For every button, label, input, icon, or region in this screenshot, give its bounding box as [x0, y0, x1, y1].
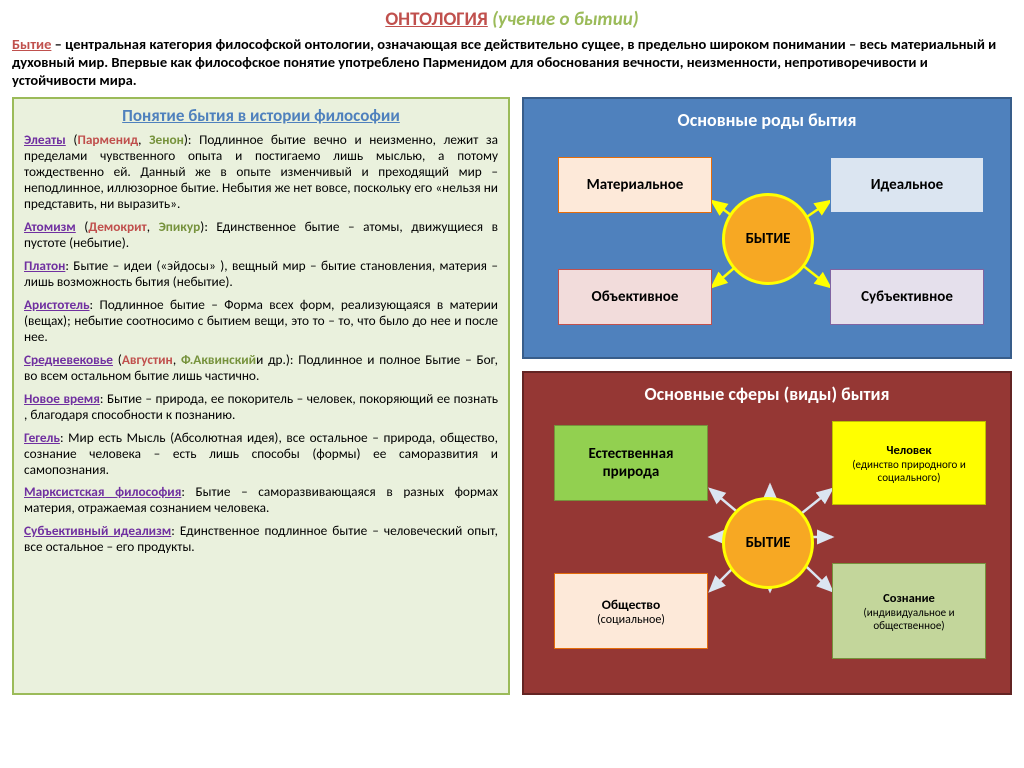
title-sub: (учение о бытии): [492, 8, 639, 31]
history-title: Понятие бытия в истории философии: [24, 105, 498, 126]
title-main: ОНТОЛОГИЯ: [385, 8, 487, 31]
history-entries: Элеаты (Парменид, Зенон): Подлинное быти…: [24, 132, 498, 555]
spheres-panel: Основные сферы (виды) бытия Естественная…: [522, 371, 1012, 695]
main-title: ОНТОЛОГИЯ (учение о бытии): [12, 8, 1012, 31]
intro-text: Бытие – центральная категория философско…: [12, 35, 1012, 89]
diagram-box: Общество(социальное): [554, 573, 708, 649]
history-entry: Атомизм (Демокрит, Эпикур): Единственное…: [24, 219, 498, 251]
right-column: Основные роды бытия Материальное Идеально…: [522, 97, 1012, 695]
diagram-box: Материальное: [558, 157, 712, 213]
spheres-diagram: Естественная природа Человек(единство при…: [534, 413, 1000, 673]
history-entry: Аристотель: Подлинное бытие – Форма всех…: [24, 297, 498, 345]
history-entry: Гегель: Мир есть Мысль (Абсолютная идея)…: [24, 430, 498, 478]
history-entry: Новое время: Бытие – природа, ее покорит…: [24, 391, 498, 423]
diagram-box: Идеальное: [830, 157, 984, 213]
diagram-box: Естественная природа: [554, 425, 708, 501]
diagram-center: БЫТИЕ: [722, 497, 814, 589]
genera-panel: Основные роды бытия Материальное Идеально…: [522, 97, 1012, 359]
genera-diagram: Материальное Идеальное Объективное Субъекти…: [534, 139, 1000, 339]
history-entry: Платон: Бытие – идеи («эйдосы» ), вещный…: [24, 258, 498, 290]
diagram-center: БЫТИЕ: [722, 193, 814, 285]
history-entry: Марксистская философия: Бытие – саморазв…: [24, 484, 498, 516]
diagram-box: Объективное: [558, 269, 712, 325]
history-entry: Элеаты (Парменид, Зенон): Подлинное быти…: [24, 132, 498, 212]
history-entry: Средневековье (Августин, Ф.Аквинскийи др…: [24, 352, 498, 384]
diagram-box: Субъективное: [830, 269, 984, 325]
history-panel: Понятие бытия в истории философии Элеаты…: [12, 97, 510, 695]
spheres-title: Основные сферы (виды) бытия: [534, 383, 1000, 405]
diagram-box: Сознание(индивидуальное и общественное): [832, 563, 986, 659]
history-entry: Субъективный идеализм: Единственное подл…: [24, 523, 498, 555]
intro-keyword: Бытие: [12, 35, 51, 53]
diagram-box: Человек(единство природного и социальног…: [832, 421, 986, 505]
intro-body: – центральная категория философской онто…: [12, 35, 996, 89]
columns: Понятие бытия в истории философии Элеаты…: [12, 97, 1012, 695]
genera-title: Основные роды бытия: [534, 109, 1000, 131]
